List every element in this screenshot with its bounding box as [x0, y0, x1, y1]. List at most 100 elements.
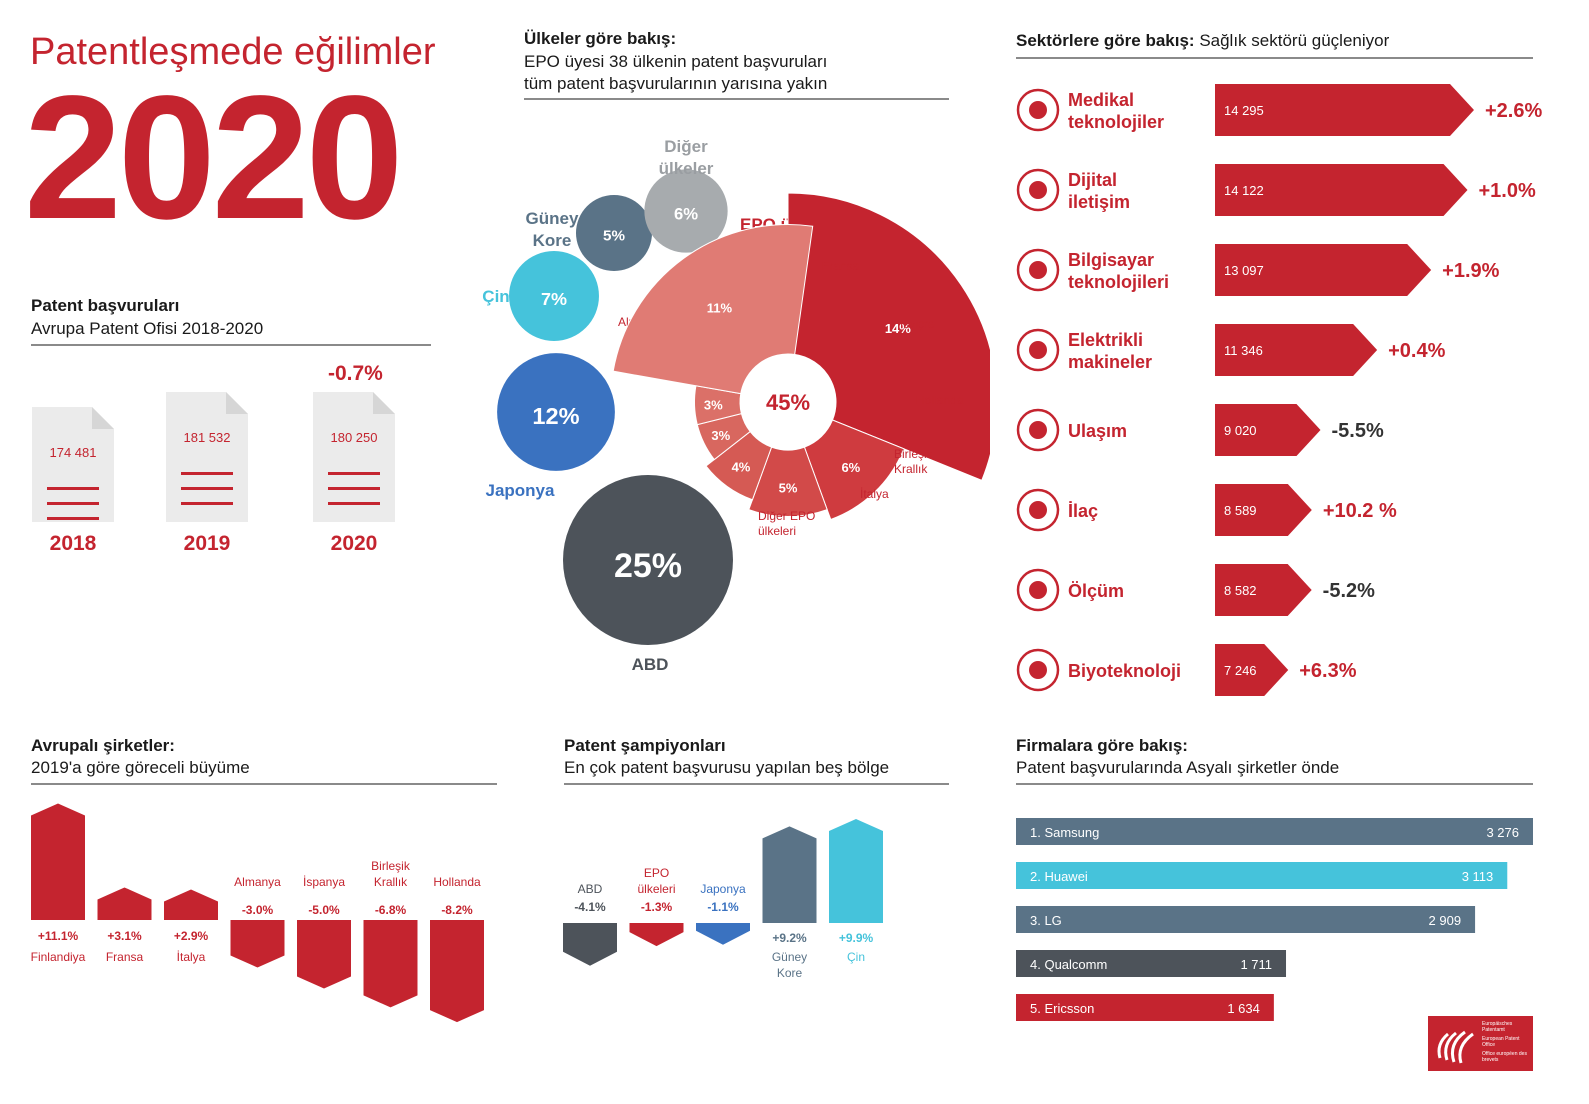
sector-label: Medikal: [1068, 90, 1134, 110]
epo-center: [740, 354, 836, 450]
firm-name: 1. Samsung: [1030, 825, 1099, 840]
growth-country: Finlandiya: [31, 950, 86, 964]
european-companies-divider: [31, 783, 497, 785]
page-title: Patentleşmede eğilimler: [30, 31, 436, 73]
epo-logo-line1: Europäisches Patentamt: [1482, 1021, 1513, 1033]
sector-value: 7 246: [1224, 663, 1257, 678]
countries-subtitle-2: tüm patent başvurularının yarısına yakın: [524, 74, 828, 93]
champion-name: ülkeleri: [637, 882, 675, 896]
epo-logo-text: Europäisches Patentamt European Patent O…: [1482, 1021, 1530, 1063]
country-label: Diğer: [664, 137, 708, 156]
leaf-icon: [1029, 661, 1047, 679]
document-line: [47, 502, 99, 505]
champion-value: -1.3%: [641, 900, 673, 914]
sectors-divider: [1016, 57, 1533, 59]
european-companies-subtitle: 2019'a göre göreceli büyüme: [31, 758, 250, 777]
growth-bar: [430, 920, 484, 1023]
sectors-subtitle: Sağlık sektörü güçleniyor: [1199, 31, 1390, 50]
sector-change: -5.2%: [1323, 580, 1375, 602]
champion-value: -4.1%: [574, 900, 606, 914]
growth-country: İtalya: [177, 950, 206, 964]
epo-slice-label: Diğer EPO: [758, 509, 815, 523]
sector-label: iletişim: [1068, 192, 1130, 212]
country-bubble-value: 12%: [532, 403, 579, 429]
european-companies-chart: +11.1% Finlandiya +3.1% Fransa +2.9% İtalya -3…: [31, 803, 484, 1023]
countries-divider: [524, 98, 949, 100]
growth-country: Almanya: [234, 875, 281, 889]
applications-change: -0.7%: [328, 362, 383, 385]
growth-bar: [164, 889, 218, 920]
firm-bar: [1016, 950, 1287, 977]
growth-country: Fransa: [106, 950, 144, 964]
growth-country: Hollanda: [433, 875, 481, 889]
growth-bar: [230, 920, 285, 968]
firm-value: 1 711: [1240, 957, 1272, 972]
applications-divider: [31, 344, 431, 346]
country-label: ülkeler: [659, 159, 714, 178]
firm-name: 5. Ericsson: [1030, 1001, 1094, 1016]
countries-title: Ülkeler göre bakış:: [524, 29, 677, 48]
growth-value: +11.1%: [38, 929, 79, 943]
firm-value: 2 909: [1429, 913, 1462, 928]
document-value: 174 481: [50, 445, 97, 460]
document-value: 180 250: [331, 430, 378, 445]
country-label: Kore: [533, 231, 572, 250]
document-line: [328, 502, 380, 505]
country-label: Japonya: [486, 481, 556, 500]
sector-label: Bilgisayar: [1068, 250, 1154, 270]
sector-bar: [1215, 324, 1378, 376]
document-line: [181, 472, 233, 475]
countries-subtitle-1: EPO üyesi 38 ülkenin patent başvuruları: [524, 52, 828, 71]
growth-country: İspanya: [303, 875, 345, 889]
document-year: 2020: [331, 532, 378, 555]
document-year: 2018: [50, 532, 97, 555]
growth-value: -8.2%: [441, 903, 473, 917]
document-value: 181 532: [184, 430, 231, 445]
thermometer-icon: [1029, 581, 1047, 599]
document-icon: [32, 407, 114, 522]
document-fold: [92, 407, 114, 429]
champion-bar: [762, 826, 817, 923]
champion-value: -1.1%: [707, 900, 739, 914]
chip-icon: [1029, 261, 1047, 279]
epo-slice-value: 6%: [841, 460, 860, 475]
document-line: [328, 472, 380, 475]
sector-change: -5.5%: [1331, 420, 1383, 442]
country-bubble-chart: 25% ABD 12% Japonya 7% Çin 5% Güney Kore 6% Diğer ü…: [482, 137, 990, 674]
growth-value: -6.8%: [375, 903, 407, 917]
champion-bar: [563, 923, 617, 966]
sector-change: +0.4%: [1388, 340, 1445, 362]
sector-label: Elektrikli: [1068, 330, 1143, 350]
champions-title: Patent şampiyonları: [564, 736, 726, 755]
champion-name: Çin: [847, 950, 865, 964]
epo-slice-value: 4%: [732, 460, 751, 475]
sector-change: +2.6%: [1485, 100, 1542, 122]
document-line: [47, 517, 99, 520]
epo-logo-line2: European Patent Office: [1482, 1036, 1520, 1048]
sector-change: +1.9%: [1442, 260, 1499, 282]
champion-value: +9.2%: [772, 931, 807, 945]
growth-value: -5.0%: [308, 903, 340, 917]
sector-label: Ölçüm: [1068, 581, 1124, 601]
sector-value: 9 020: [1224, 423, 1257, 438]
firm-bar: [1016, 994, 1274, 1021]
firms-divider: [1016, 783, 1533, 785]
applications-chart: 174 481 2018 181 532 2019 180 250 2020: [32, 392, 395, 555]
growth-value: -3.0%: [242, 903, 274, 917]
epo-total-value: 45%: [766, 390, 810, 415]
sector-value: 11 346: [1224, 343, 1263, 358]
heart-icon: [1029, 101, 1047, 119]
document-line: [181, 487, 233, 490]
document-fold: [373, 392, 395, 414]
sector-bar: [1215, 404, 1321, 456]
epo-logo-mark: [1437, 1030, 1474, 1064]
country-bubble-value: 6%: [674, 204, 698, 223]
sector-bar: [1215, 164, 1468, 216]
country-bubble-value: 25%: [614, 547, 682, 585]
sector-label: Biyoteknoloji: [1068, 661, 1181, 681]
firm-value: 3 276: [1486, 825, 1519, 840]
epo-slice-label: Hollanda: [916, 393, 964, 407]
growth-value: +2.9%: [174, 929, 209, 943]
year-heading: 2020: [24, 60, 404, 256]
